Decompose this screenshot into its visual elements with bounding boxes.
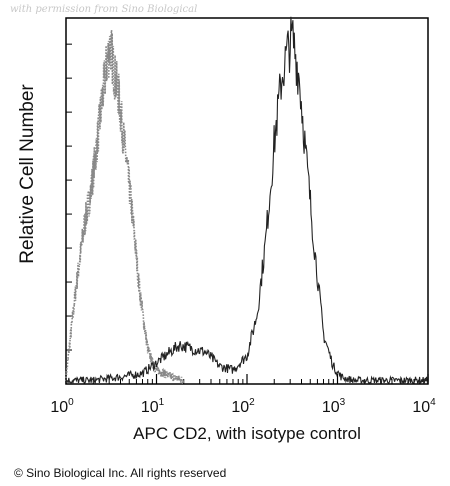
x-tick-label: 100 <box>50 397 74 416</box>
cd2-stained-trace <box>65 16 429 385</box>
watermark: with permission from Sino Biological <box>10 4 198 15</box>
copyright-notice: © Sino Biological Inc. All rights reserv… <box>14 466 227 480</box>
x-tick-label: 103 <box>322 397 346 416</box>
x-tick-label: 104 <box>412 397 436 416</box>
isotype-control-trace <box>65 30 185 385</box>
y-axis-label: Relative Cell Number <box>17 84 38 264</box>
x-tick-label: 102 <box>231 397 255 416</box>
x-axis-label: APC CD2, with isotype control <box>133 424 361 443</box>
x-tick-label: 101 <box>141 397 165 416</box>
plot-frame <box>65 17 429 385</box>
